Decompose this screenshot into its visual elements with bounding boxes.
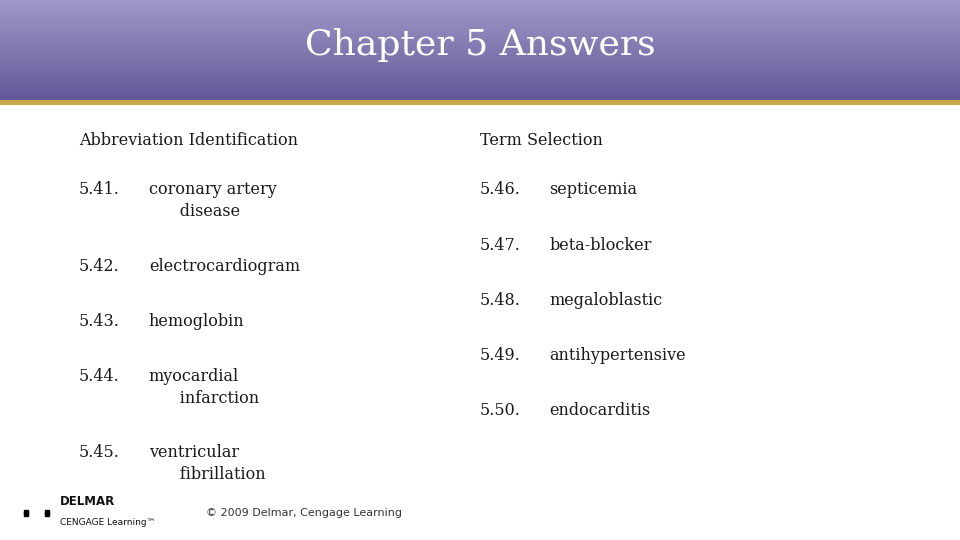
Text: coronary artery
      disease: coronary artery disease — [149, 181, 276, 220]
Text: CENGAGE Learning™: CENGAGE Learning™ — [60, 518, 156, 527]
Text: megaloblastic: megaloblastic — [549, 292, 662, 309]
Text: Chapter 5 Answers: Chapter 5 Answers — [304, 28, 656, 62]
Text: beta-blocker: beta-blocker — [549, 237, 652, 254]
Text: endocarditis: endocarditis — [549, 402, 650, 419]
Text: 5.41.: 5.41. — [79, 181, 120, 198]
Text: 5.44.: 5.44. — [79, 368, 119, 385]
Text: hemoglobin: hemoglobin — [149, 313, 245, 330]
Text: 5.48.: 5.48. — [480, 292, 521, 309]
Text: © 2009 Delmar, Cengage Learning: © 2009 Delmar, Cengage Learning — [206, 508, 402, 518]
Text: Abbreviation Identification: Abbreviation Identification — [79, 132, 298, 149]
Text: 5.47.: 5.47. — [480, 237, 521, 254]
Text: 5.46.: 5.46. — [480, 181, 521, 198]
Text: 5.45.: 5.45. — [79, 444, 120, 461]
Text: 5.50.: 5.50. — [480, 402, 521, 419]
Text: ventricular
      fibrillation: ventricular fibrillation — [149, 444, 265, 483]
Text: myocardial
      infarction: myocardial infarction — [149, 368, 259, 407]
Text: DELMAR: DELMAR — [60, 495, 115, 508]
Text: 5.49.: 5.49. — [480, 347, 521, 364]
Text: 5.43.: 5.43. — [79, 313, 120, 330]
Text: Term Selection: Term Selection — [480, 132, 603, 149]
Text: septicemia: septicemia — [549, 181, 637, 198]
Text: antihypertensive: antihypertensive — [549, 347, 685, 364]
Text: 5.42.: 5.42. — [79, 258, 119, 274]
Text: electrocardiogram: electrocardiogram — [149, 258, 300, 274]
